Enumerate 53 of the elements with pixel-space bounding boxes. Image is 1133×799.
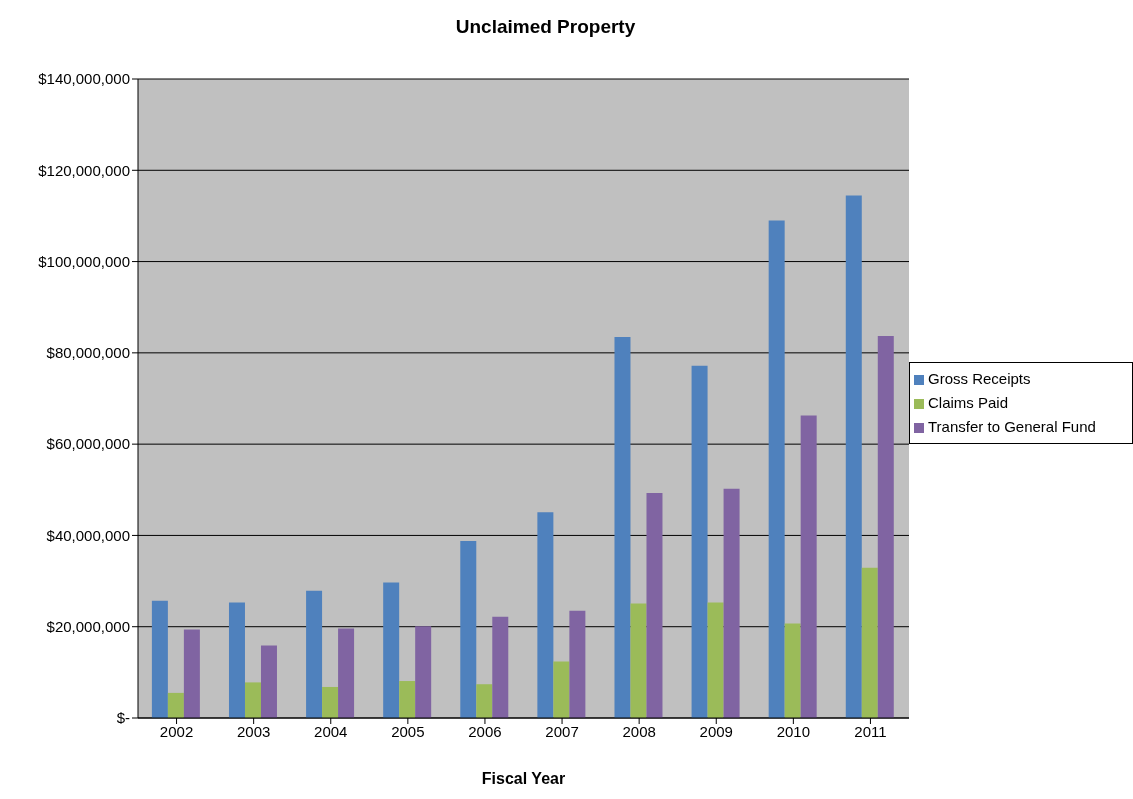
y-tick-label: $- bbox=[116, 709, 130, 727]
bar bbox=[768, 220, 785, 718]
bar bbox=[460, 540, 477, 718]
x-tick-label: 2011 bbox=[854, 722, 887, 740]
y-tick-label: $40,000,000 bbox=[46, 526, 130, 544]
bar bbox=[569, 610, 586, 718]
bar bbox=[845, 195, 862, 718]
x-tick-label: 2005 bbox=[391, 722, 425, 740]
legend-label: Gross Receipts bbox=[928, 370, 1031, 387]
bar bbox=[383, 582, 400, 718]
y-tick-label: $140,000,000 bbox=[38, 70, 130, 88]
bar bbox=[244, 682, 261, 718]
bar bbox=[877, 335, 894, 718]
x-tick-label: 2008 bbox=[622, 722, 656, 740]
y-tick-label: $20,000,000 bbox=[46, 618, 130, 636]
y-tick-label: $100,000,000 bbox=[38, 252, 130, 270]
bar bbox=[537, 512, 554, 718]
x-tick-label: 2004 bbox=[314, 722, 348, 740]
bar bbox=[784, 623, 801, 718]
bar bbox=[630, 603, 647, 718]
legend-label: Transfer to General Fund bbox=[928, 418, 1096, 435]
chart-title: Unclaimed Property bbox=[454, 16, 637, 38]
bar bbox=[338, 628, 355, 718]
x-tick-label: 2002 bbox=[159, 722, 194, 740]
bar bbox=[476, 684, 493, 718]
legend-label: Claims Paid bbox=[928, 394, 1009, 411]
bar bbox=[228, 602, 245, 718]
bar bbox=[322, 686, 339, 718]
bar bbox=[183, 629, 200, 718]
y-tick-label: $60,000,000 bbox=[46, 435, 130, 453]
bar bbox=[691, 365, 708, 718]
bar bbox=[553, 661, 570, 718]
x-tick-label: 2009 bbox=[699, 722, 733, 740]
x-tick-label: 2003 bbox=[236, 722, 271, 740]
bar bbox=[415, 626, 432, 718]
bar bbox=[306, 590, 323, 718]
bar bbox=[614, 336, 631, 718]
y-tick-label: $80,000,000 bbox=[46, 344, 130, 362]
x-tick-label: 2006 bbox=[468, 722, 502, 740]
bar bbox=[646, 492, 663, 718]
x-axis-title: Fiscal Year bbox=[481, 770, 566, 787]
x-tick-label: 2007 bbox=[545, 722, 579, 740]
bar bbox=[800, 415, 817, 718]
bar bbox=[260, 645, 277, 718]
bar bbox=[861, 567, 878, 718]
bar bbox=[723, 488, 740, 718]
y-tick-label: $120,000,000 bbox=[38, 161, 130, 179]
x-tick-label: 2010 bbox=[776, 722, 811, 740]
bar bbox=[167, 692, 184, 718]
bar bbox=[707, 602, 724, 718]
bar bbox=[151, 600, 168, 718]
bar bbox=[399, 681, 416, 718]
bar bbox=[492, 616, 509, 718]
